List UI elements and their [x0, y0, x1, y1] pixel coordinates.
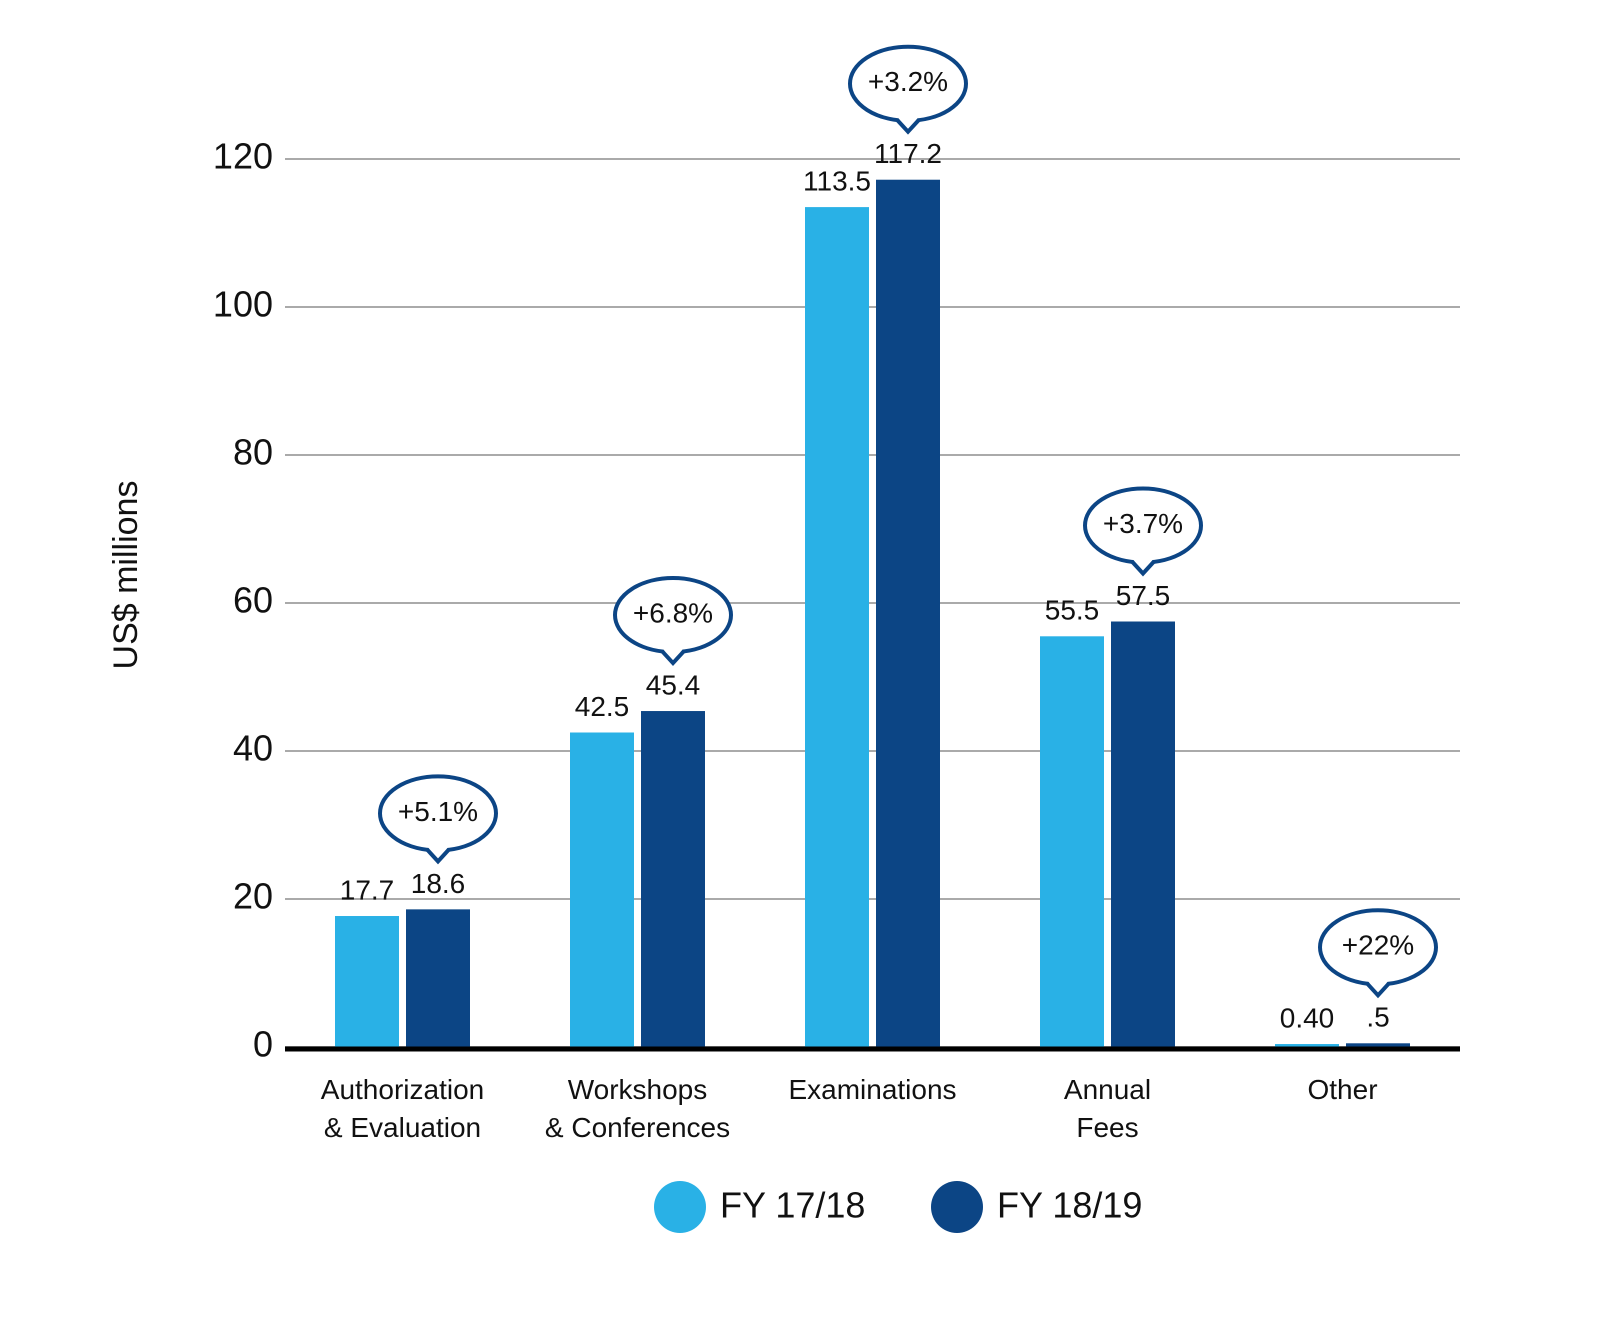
y-tick-label: 100 — [213, 284, 273, 325]
callout-tail-fill — [426, 844, 450, 862]
annotation: +5.1% — [398, 796, 478, 827]
legend-marker — [931, 1181, 983, 1233]
annotation: +3.7% — [1103, 508, 1183, 539]
bar — [335, 916, 399, 1047]
bar — [1040, 636, 1104, 1047]
y-tick-label: 60 — [233, 580, 273, 621]
data-label: 17.7 — [340, 874, 395, 905]
callout-tail — [895, 118, 921, 135]
x-tick-label: Workshops & Conferences — [545, 1074, 730, 1143]
data-label: 57.5 — [1116, 580, 1171, 611]
bar — [570, 732, 634, 1047]
bar — [641, 711, 705, 1047]
legend-label: FY 17/18 — [720, 1185, 865, 1226]
x-tick-label: Authorization & Evaluation — [321, 1074, 484, 1143]
data-label: 117.2 — [874, 138, 942, 169]
y-tick-label: 0 — [253, 1024, 273, 1065]
y-tick-label: 80 — [233, 432, 273, 473]
y-tick-label: 120 — [213, 136, 273, 177]
callout-tail — [1130, 560, 1156, 577]
bar — [1111, 621, 1175, 1047]
y-axis-label: US$ millions — [107, 481, 145, 670]
x-tick-label: Annual Fees — [1064, 1074, 1151, 1143]
callout-tail-fill — [1131, 556, 1155, 574]
x-tick-label: Other — [1307, 1074, 1377, 1105]
y-tick-label: 40 — [233, 728, 273, 769]
bar — [1346, 1043, 1410, 1047]
x-tick-label: Examinations — [788, 1074, 956, 1105]
annotation: +6.8% — [633, 597, 713, 628]
bar — [1275, 1044, 1339, 1047]
callout-tail — [660, 649, 686, 666]
callout-tail-fill — [1366, 978, 1390, 996]
bar — [805, 207, 869, 1048]
callout-tail — [1365, 981, 1391, 999]
bar — [406, 909, 470, 1047]
annotation: +22% — [1342, 930, 1414, 961]
legend-label: FY 18/19 — [997, 1185, 1142, 1226]
data-label: 113.5 — [803, 165, 871, 196]
callout-tail — [425, 848, 451, 865]
data-label: 42.5 — [575, 691, 630, 722]
callout-tail-fill — [896, 114, 920, 132]
data-label: 0.40 — [1280, 1002, 1335, 1033]
data-label: 18.6 — [411, 868, 466, 899]
y-tick-label: 20 — [233, 876, 273, 917]
data-label: 55.5 — [1045, 595, 1100, 626]
callout-tail-fill — [661, 646, 685, 664]
annotation: +3.2% — [868, 66, 948, 97]
bar — [876, 179, 940, 1048]
legend-marker — [654, 1181, 706, 1233]
data-label: 45.4 — [646, 669, 701, 700]
data-label: .5 — [1366, 1002, 1389, 1033]
